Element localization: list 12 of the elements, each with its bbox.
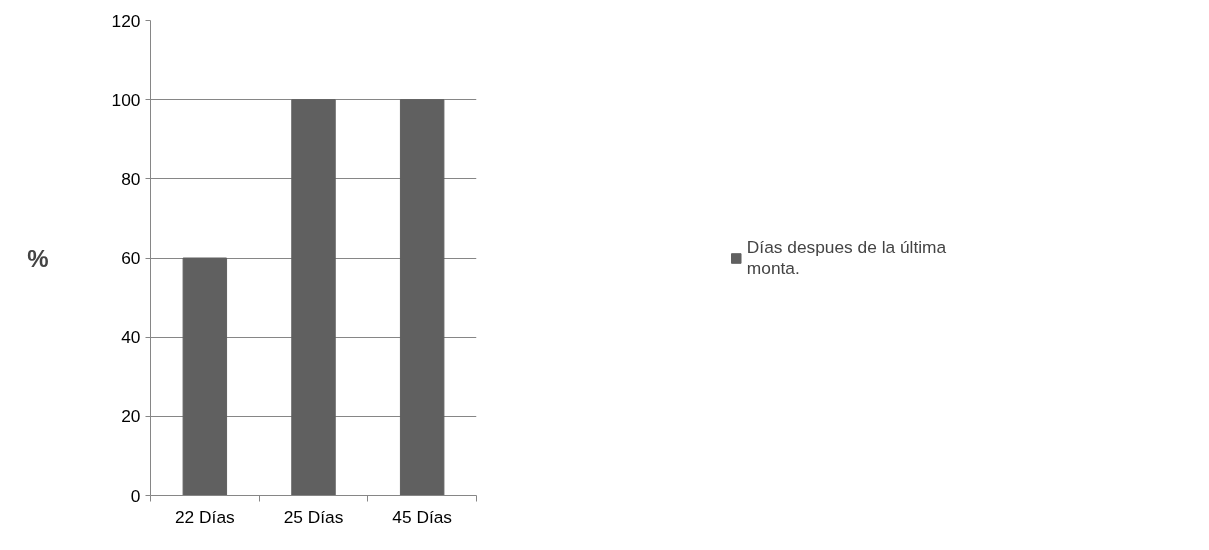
y-tick-label: 100 [111, 89, 141, 110]
y-tick-label: 60 [121, 248, 141, 268]
y-tick-label: 120 [111, 10, 141, 31]
y-tick-label: 0 [130, 485, 141, 506]
y-axis-title: % [27, 244, 49, 272]
y-tick-label: 80 [121, 168, 141, 189]
y-tick-label: 20 [121, 406, 141, 427]
x-tick-label: 45 Días [392, 506, 453, 527]
x-tick-label: 22 Días [174, 506, 236, 527]
legend-label: Días despues de la última monta. [746, 236, 947, 279]
y-tick-label: 40 [121, 327, 141, 348]
x-tick-label: 25 Días [283, 506, 344, 527]
